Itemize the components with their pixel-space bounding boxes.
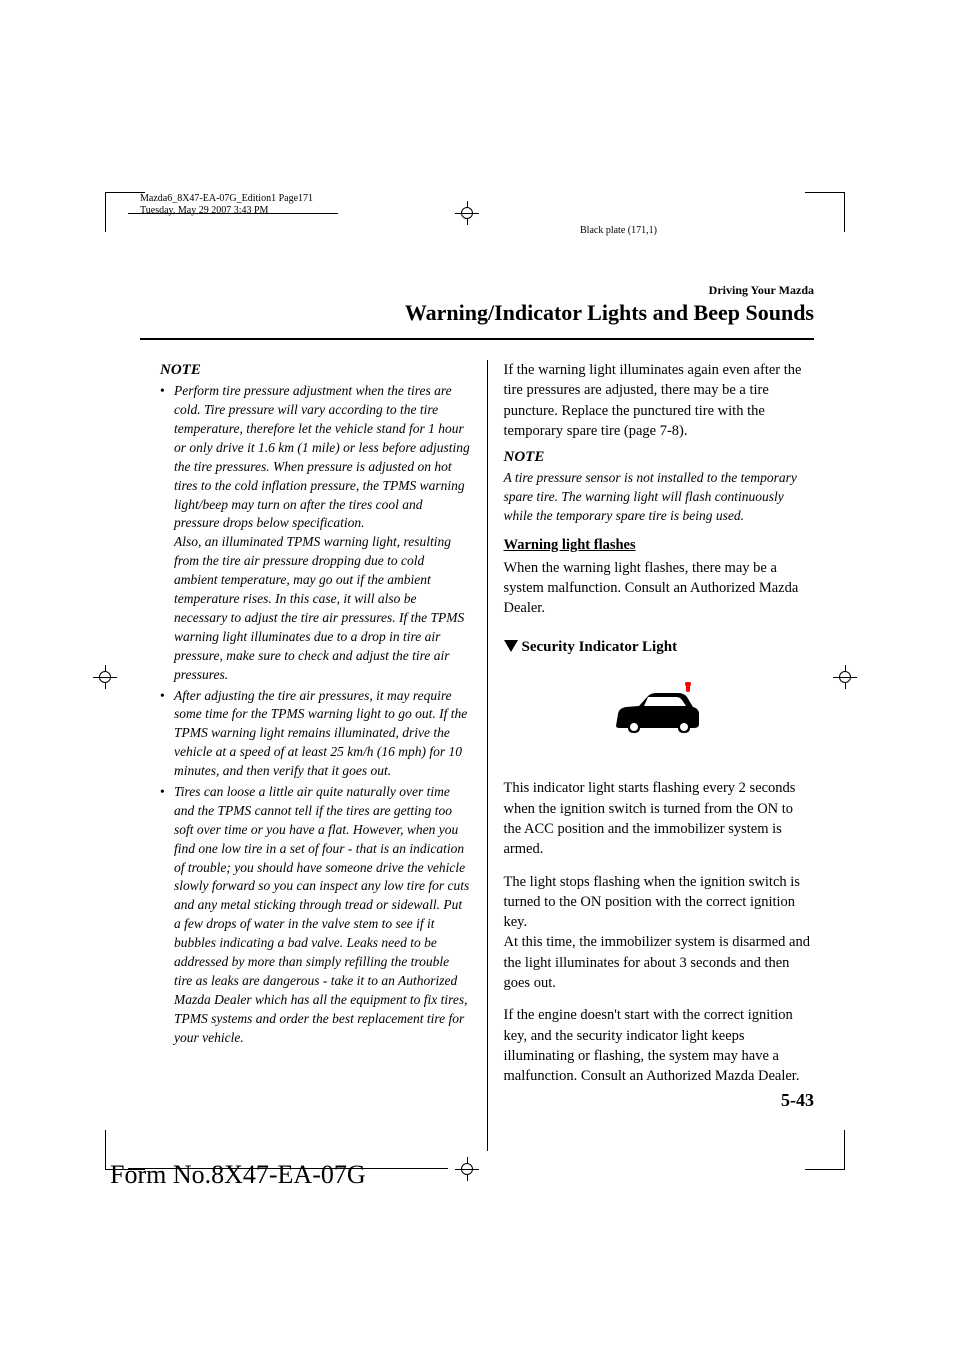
page-header: Driving Your Mazda Warning/Indicator Lig… (405, 283, 814, 326)
page-number: 5-43 (781, 1090, 814, 1111)
body-text: The light stops flashing when the igniti… (504, 872, 815, 994)
subheading: Warning light flashes (504, 536, 815, 556)
chapter-name: Driving Your Mazda (405, 283, 814, 298)
registration-mark-left (93, 665, 117, 689)
body-text: When the warning light flashes, there ma… (504, 558, 815, 619)
note-list: Perform tire pressure adjustment when th… (160, 382, 471, 1047)
meta-file-line1: Mazda6_8X47-EA-07G_Edition1 Page171 (140, 193, 313, 204)
header-rule (140, 338, 814, 340)
crop-corner (805, 192, 845, 232)
subsection-heading: Security Indicator Light (504, 637, 815, 657)
crop-line (128, 213, 338, 214)
note-heading: NOTE (160, 360, 471, 380)
body-text: If the warning light illuminates again e… (504, 360, 815, 441)
left-column: NOTE Perform tire pressure adjustment wh… (160, 360, 487, 1151)
section-title: Warning/Indicator Lights and Beep Sounds (405, 300, 814, 326)
meta-plate: Black plate (171,1) (580, 225, 657, 236)
security-indicator-icon (504, 682, 815, 749)
body-text: This indicator light starts flashing eve… (504, 778, 815, 859)
crop-corner (105, 192, 145, 232)
form-number: Form No.8X47-EA-07G (110, 1160, 366, 1190)
triangle-icon (504, 640, 518, 652)
content-area: NOTE Perform tire pressure adjustment wh… (160, 360, 814, 1151)
note-bullet: After adjusting the tire air pressures, … (160, 687, 471, 781)
registration-mark-bottom (455, 1157, 479, 1181)
registration-mark-right (833, 665, 857, 689)
right-column: If the warning light illuminates again e… (487, 360, 815, 1151)
subsection-label: Security Indicator Light (522, 639, 678, 655)
meta-file-line2: Tuesday, May 29 2007 3:43 PM (140, 205, 268, 216)
registration-mark-top (455, 201, 479, 225)
note-bullet: Perform tire pressure adjustment when th… (160, 382, 471, 684)
body-text: If the engine doesn't start with the cor… (504, 1005, 815, 1086)
note-text: A tire pressure sensor is not installed … (504, 469, 815, 526)
note-heading: NOTE (504, 447, 815, 467)
note-bullet: Tires can loose a little air quite natur… (160, 783, 471, 1047)
